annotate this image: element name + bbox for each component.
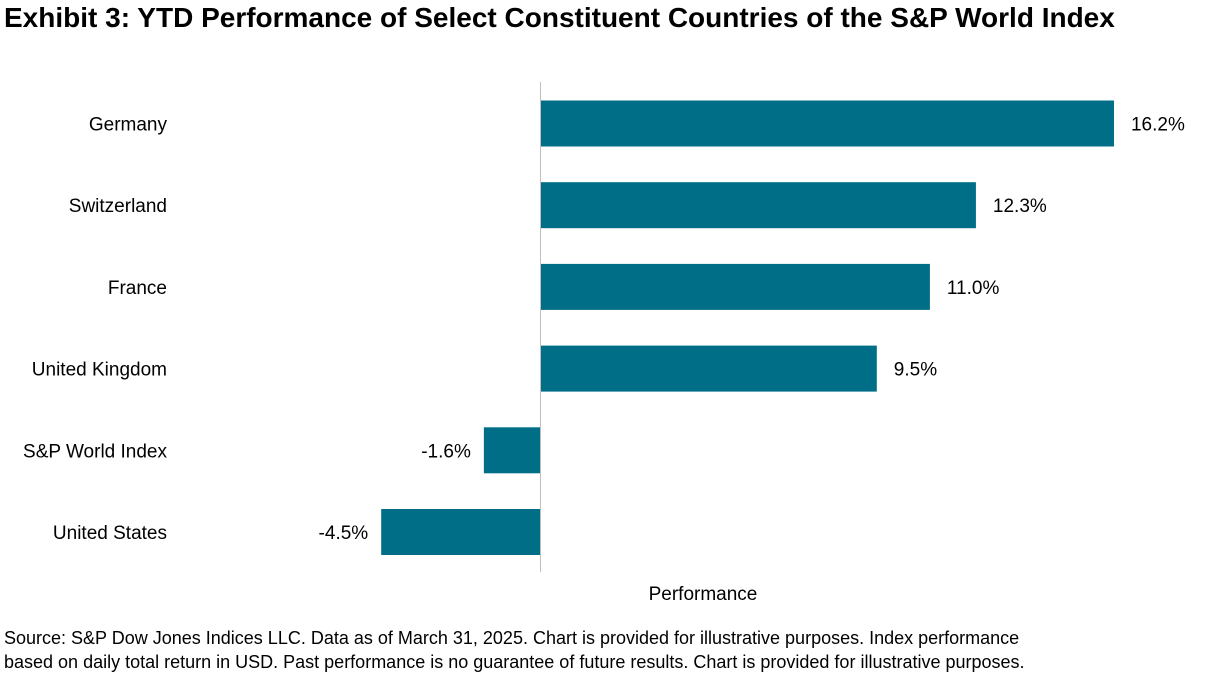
source-footnote: Source: S&P Dow Jones Indices LLC. Data … <box>4 626 1220 674</box>
bar-switzerland <box>540 182 976 229</box>
data-label: 16.2% <box>1131 115 1185 136</box>
bar-germany <box>540 100 1114 147</box>
data-label: 12.3% <box>993 196 1047 217</box>
bar-s-p-world-index <box>483 427 541 474</box>
data-label: -1.6% <box>421 441 471 462</box>
bar-united-kingdom <box>540 345 877 392</box>
category-label: Germany <box>89 115 168 136</box>
bar-france <box>540 263 930 310</box>
category-label: France <box>108 278 167 299</box>
data-label: 11.0% <box>947 278 1000 299</box>
category-label: S&P World Index <box>23 441 167 462</box>
category-label: United States <box>53 523 167 544</box>
chart-title: Exhibit 3: YTD Performance of Select Con… <box>4 2 1115 33</box>
footnote-line-1: Source: S&P Dow Jones Indices LLC. Data … <box>4 628 1020 648</box>
category-label: United Kingdom <box>32 360 167 381</box>
footnote-line-2: based on daily total return in USD. Past… <box>4 652 1025 672</box>
bars-layer <box>381 100 1114 555</box>
labels-layer: Germany 16.2% Switzerland 12.3% France 11.0% U… <box>23 115 1185 545</box>
x-axis-label: Performance <box>649 584 758 605</box>
data-label: 9.5% <box>894 360 937 381</box>
data-label: -4.5% <box>319 523 369 544</box>
category-label: Switzerland <box>69 196 167 217</box>
bar-united-states <box>381 509 541 555</box>
